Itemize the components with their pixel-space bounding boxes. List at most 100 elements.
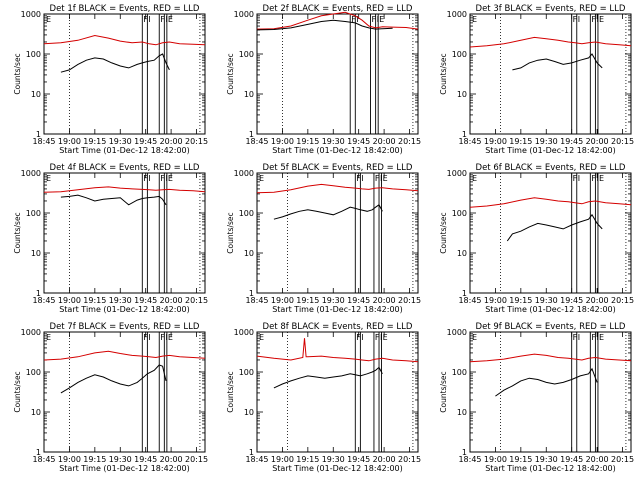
x-tick-label: 19:30 <box>109 296 132 305</box>
y-axis-label: Counts/sec <box>13 53 22 94</box>
x-tick-label: 19:30 <box>109 137 132 146</box>
y-axis-label: Counts/sec <box>13 212 22 253</box>
event-marker-label: E <box>168 174 173 183</box>
event-marker-label: I <box>578 174 580 183</box>
x-tick-label: 18:45 <box>245 455 268 464</box>
start-marker-label: E <box>472 15 477 24</box>
y-tick-label: 10 <box>244 408 254 417</box>
x-tick-label: 19:30 <box>109 455 132 464</box>
chart-title: Det 7f BLACK = Events, RED = LLD <box>50 322 200 332</box>
plot-frame <box>469 172 632 294</box>
start-marker-label: E <box>46 15 51 24</box>
event-rate-line <box>60 194 167 206</box>
y-axis-label: Counts/sec <box>13 371 22 412</box>
plot-frame <box>43 13 206 135</box>
event-marker-label: F <box>356 174 361 183</box>
y-axis-label: Counts/sec <box>439 371 448 412</box>
x-tick-label: 19:15 <box>83 455 106 464</box>
y-axis-label: Counts/sec <box>226 212 235 253</box>
y-tick-label: 1 <box>462 289 467 298</box>
x-tick-label: 19:15 <box>509 137 532 146</box>
y-tick-label: 100 <box>452 50 467 59</box>
y-tick-label: 1000 <box>21 10 41 19</box>
x-tick-label: 19:15 <box>509 296 532 305</box>
event-marker-label: F <box>591 333 596 342</box>
y-tick-label: 100 <box>452 368 467 377</box>
y-tick-label: 1 <box>462 448 467 457</box>
x-tick-label: 20:15 <box>185 455 208 464</box>
x-tick-label: 20:00 <box>586 137 609 146</box>
event-marker-label: I <box>578 15 580 24</box>
x-tick-label: 19:00 <box>484 296 507 305</box>
y-tick-label: 1 <box>36 448 41 457</box>
event-marker-label: E <box>168 333 173 342</box>
chart-title: Det 2f BLACK = Events, RED = LLD <box>263 4 413 14</box>
event-rate-line <box>273 204 383 220</box>
x-tick-label: 19:30 <box>535 137 558 146</box>
x-tick-label: 20:15 <box>398 137 421 146</box>
y-tick-label: 1 <box>36 130 41 139</box>
start-marker-label: E <box>46 333 51 342</box>
lld-rate-line <box>43 34 206 46</box>
start-marker-label: E <box>259 174 264 183</box>
event-marker-label: F <box>143 174 148 183</box>
y-tick-label: 10 <box>457 249 467 258</box>
plot-frame <box>256 172 419 294</box>
event-marker-label: F <box>573 174 578 183</box>
x-tick-label: 20:00 <box>160 137 183 146</box>
x-tick-label: 19:30 <box>535 296 558 305</box>
x-tick-label: 18:45 <box>458 455 481 464</box>
event-marker-label: E <box>383 174 388 183</box>
x-axis-label: Start Time (01-Dec-12 18:42:00) <box>485 146 616 155</box>
chart-panel-5: Det 5f BLACK = Events, RED = LLD 1 10 100 10… <box>226 163 421 314</box>
y-tick-label: 100 <box>26 209 41 218</box>
event-marker-label: F <box>160 174 165 183</box>
y-tick-label: 10 <box>244 249 254 258</box>
y-tick-label: 100 <box>239 50 254 59</box>
start-marker-label: E <box>472 174 477 183</box>
event-marker-label: F <box>591 174 596 183</box>
plot-frame <box>256 13 419 135</box>
x-tick-label: 20:15 <box>398 296 421 305</box>
x-tick-label: 19:00 <box>484 137 507 146</box>
x-tick-label: 19:00 <box>271 137 294 146</box>
chart-panel-6: Det 6f BLACK = Events, RED = LLD 1 10 100 10… <box>439 163 634 314</box>
y-tick-label: 1000 <box>447 10 467 19</box>
plot-frame <box>256 331 419 453</box>
y-tick-label: 1000 <box>234 10 254 19</box>
x-tick-label: 19:45 <box>134 137 157 146</box>
y-tick-label: 1000 <box>234 169 254 178</box>
y-axis-label: Counts/sec <box>439 53 448 94</box>
event-marker-label: F <box>160 333 165 342</box>
event-marker-label: F <box>143 15 148 24</box>
event-marker-label: F <box>351 15 356 24</box>
x-tick-label: 19:15 <box>83 296 106 305</box>
y-tick-label: 1000 <box>21 328 41 337</box>
x-tick-label: 19:45 <box>560 137 583 146</box>
x-tick-label: 19:45 <box>347 455 370 464</box>
plot-frame <box>469 13 632 135</box>
y-tick-label: 1000 <box>234 328 254 337</box>
event-marker-label: F <box>375 333 380 342</box>
x-tick-label: 19:00 <box>58 455 81 464</box>
x-tick-label: 18:45 <box>32 455 55 464</box>
x-tick-label: 19:15 <box>509 455 532 464</box>
chart-title: Det 3f BLACK = Events, RED = LLD <box>476 4 626 14</box>
y-tick-label: 100 <box>239 368 254 377</box>
y-tick-label: 10 <box>31 90 41 99</box>
x-tick-label: 19:00 <box>58 296 81 305</box>
x-tick-label: 19:45 <box>134 455 157 464</box>
x-tick-label: 20:15 <box>398 455 421 464</box>
y-tick-label: 100 <box>26 50 41 59</box>
event-marker-label: E <box>599 333 604 342</box>
y-tick-label: 1000 <box>447 169 467 178</box>
lld-rate-line <box>43 350 206 361</box>
x-tick-label: 19:00 <box>271 455 294 464</box>
chart-panel-4: Det 4f BLACK = Events, RED = LLD 1 10 100 10… <box>13 163 208 314</box>
lld-rate-line <box>256 11 419 30</box>
chart-title: Det 6f BLACK = Events, RED = LLD <box>476 163 626 173</box>
event-rate-line <box>506 213 603 242</box>
plot-frame <box>43 331 206 453</box>
event-marker-label: F <box>591 15 596 24</box>
